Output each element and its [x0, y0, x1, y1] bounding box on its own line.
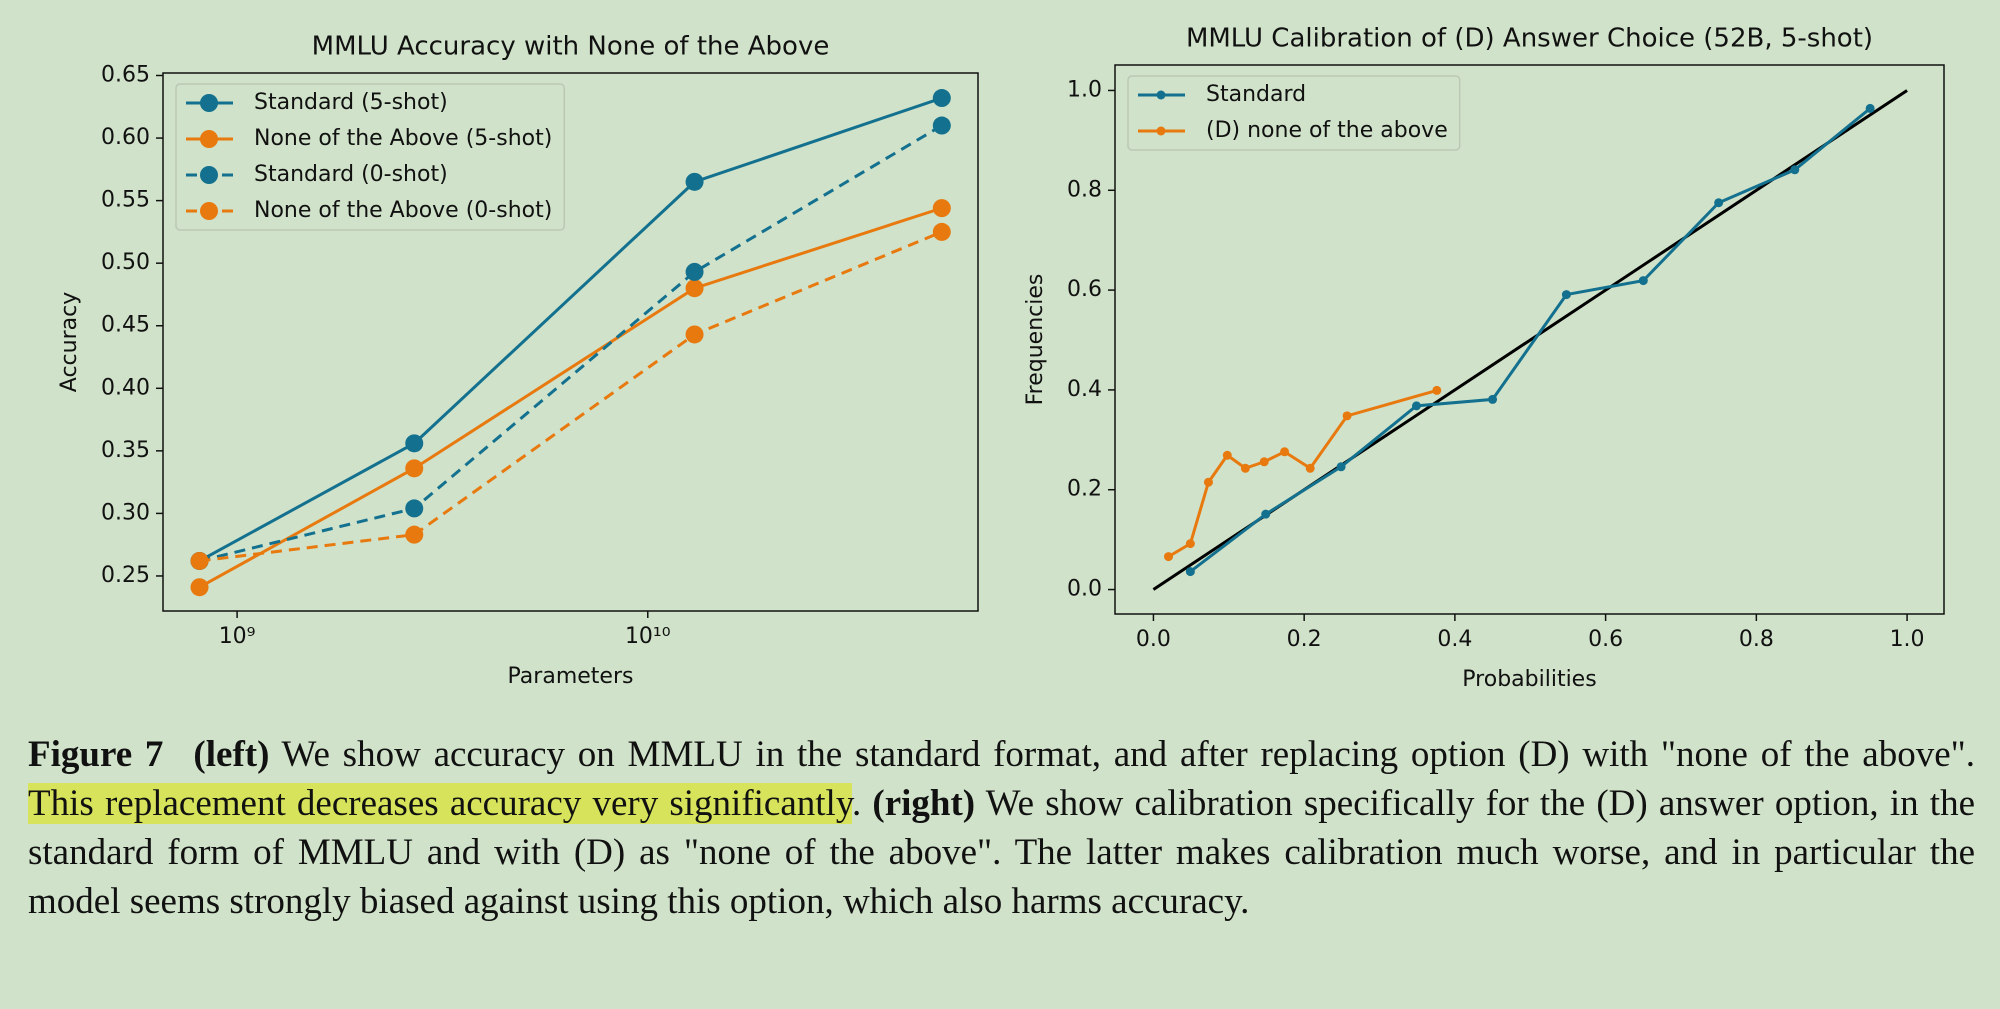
- data-point: [1488, 394, 1498, 404]
- legend: Standard (5-shot) None of the Above (5-sh…: [175, 83, 566, 231]
- x-tick-label: 0.2: [1287, 627, 1322, 652]
- x-tick-label: 0.4: [1437, 627, 1472, 652]
- caption-normal: We show accuracy on MMLU in the standard…: [269, 734, 1976, 775]
- data-point: [1259, 457, 1269, 467]
- y-tick-label: 0.4: [1067, 377, 1102, 402]
- caption-highlight: This replacement decreases accuracy very…: [28, 783, 852, 824]
- y-tick-label: 0.40: [101, 375, 150, 400]
- data-point: [190, 578, 209, 597]
- data-point: [1865, 103, 1875, 113]
- y-tick-label: 0.6: [1067, 277, 1102, 302]
- caption-normal: .: [851, 783, 873, 824]
- legend-label: Standard: [1206, 82, 1306, 107]
- data-point: [1203, 477, 1213, 487]
- data-point: [1432, 385, 1442, 395]
- x-tick-label: 10⁹: [219, 624, 256, 649]
- data-point: [1280, 447, 1290, 457]
- legend-label: (D) none of the above: [1206, 118, 1448, 143]
- series-line: [198, 206, 943, 589]
- caption-normal: We show calibration specifically for the…: [28, 783, 1975, 922]
- y-tick-label: 0.2: [1067, 477, 1102, 502]
- y-tick-label: 0.30: [101, 500, 150, 525]
- data-point: [932, 89, 951, 108]
- x-tick-label: 10¹⁰: [625, 624, 671, 649]
- data-point: [1342, 411, 1352, 421]
- series-line: [199, 124, 943, 563]
- y-tick-label: 0.55: [101, 188, 150, 213]
- caption-bold: (left): [193, 734, 270, 775]
- legend-marker: [200, 166, 218, 184]
- legend: Standard (D) none of the above: [1127, 75, 1461, 151]
- series-line: [1167, 388, 1438, 558]
- data-point: [405, 434, 424, 453]
- y-tick-label: 0.60: [101, 125, 150, 150]
- data-point: [1336, 462, 1346, 472]
- data-point: [685, 279, 704, 298]
- y-tick-label: 0.35: [101, 438, 150, 463]
- legend-box: [175, 83, 566, 231]
- y-tick-label: 0.0: [1067, 577, 1102, 602]
- series-line: [1189, 107, 1872, 573]
- data-point: [932, 116, 951, 135]
- y-tick-label: 0.45: [101, 313, 150, 338]
- data-point: [405, 525, 424, 544]
- y-axis-label: Frequencies: [1023, 274, 1048, 406]
- data-point: [1261, 509, 1271, 519]
- y-axis-label: Accuracy: [57, 292, 82, 392]
- x-axis-label: Parameters: [508, 664, 634, 689]
- x-tick-label: 0.6: [1588, 627, 1623, 652]
- chart-title: MMLU Accuracy with None of the Above: [312, 32, 830, 62]
- series-line: [198, 96, 943, 563]
- legend-box: [1127, 75, 1461, 151]
- chart-title: MMLU Calibration of (D) Answer Choice (5…: [1186, 24, 1873, 54]
- plot-frame: [1114, 64, 1945, 615]
- data-point: [685, 325, 704, 344]
- data-point: [1222, 450, 1232, 460]
- data-point: [1305, 463, 1315, 473]
- legend-marker: [200, 94, 218, 112]
- x-axis-label: Probabilities: [1462, 667, 1596, 692]
- data-point: [1185, 539, 1195, 549]
- legend-label: Standard (5-shot): [254, 90, 448, 115]
- legend-marker: [1156, 126, 1166, 136]
- data-point: [1790, 165, 1800, 175]
- data-point: [405, 499, 424, 518]
- plot-frame: [162, 72, 979, 612]
- y-tick-label: 0.8: [1067, 177, 1102, 202]
- x-tick-label: 0.0: [1136, 627, 1171, 652]
- series-line: [199, 230, 943, 563]
- legend-label: Standard (0-shot): [254, 162, 448, 187]
- caption-bold: Figure 7: [28, 734, 164, 775]
- data-point: [1714, 198, 1724, 208]
- y-tick-label: 0.25: [101, 563, 150, 588]
- legend-marker: [200, 130, 218, 148]
- y-tick-label: 1.0: [1067, 77, 1102, 102]
- data-point: [1411, 401, 1421, 411]
- data-point: [405, 459, 424, 478]
- data-point: [1164, 552, 1174, 562]
- data-point: [932, 199, 951, 218]
- data-point: [1561, 290, 1571, 300]
- legend-label: None of the Above (0-shot): [254, 198, 552, 223]
- caption: Figure 7 (left) We show accuracy on MMLU …: [28, 730, 1975, 926]
- data-point: [932, 222, 951, 241]
- x-tick-label: 1.0: [1890, 627, 1925, 652]
- legend-marker: [200, 202, 218, 220]
- data-point: [1638, 276, 1648, 286]
- legend-label: None of the Above (5-shot): [254, 126, 552, 151]
- charts: MMLU Accuracy with None of the Above Para…: [57, 24, 1945, 692]
- data-point: [1185, 567, 1195, 577]
- x-tick-label: 0.8: [1739, 627, 1774, 652]
- data-point: [685, 262, 704, 281]
- data-point: [685, 172, 704, 191]
- y-tick-label: 0.50: [101, 250, 150, 275]
- data-point: [190, 551, 209, 570]
- legend-marker: [1156, 90, 1166, 100]
- y-tick-label: 0.65: [101, 63, 150, 88]
- caption-bold: (right): [872, 783, 976, 824]
- data-point: [1240, 463, 1250, 473]
